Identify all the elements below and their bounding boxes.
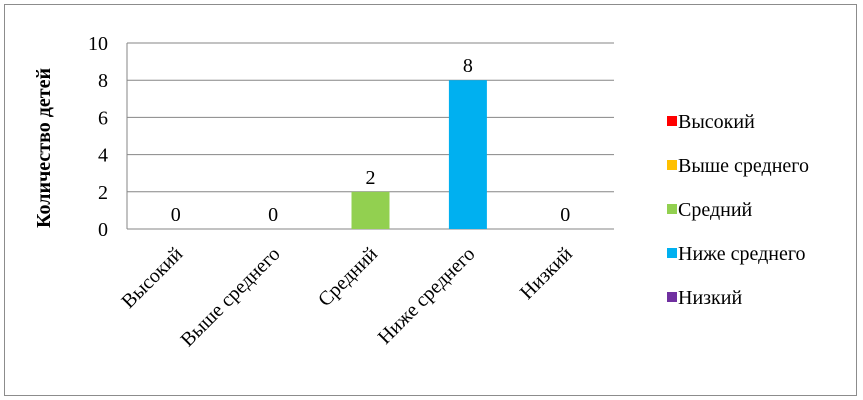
legend: Высокий Выше среднего Средний Ниже среднего…	[667, 111, 809, 309]
legend-swatch-4	[667, 292, 677, 302]
legend-swatch-0	[667, 116, 677, 126]
x-tick-label: Высокий	[117, 243, 187, 313]
y-tick-label: 8	[98, 70, 108, 92]
legend-label: Высокий	[678, 111, 755, 133]
y-tick-label: 6	[98, 107, 108, 129]
legend-label: Выше среднего	[678, 155, 809, 177]
data-label: 8	[463, 55, 473, 77]
x-tick-label: Ниже среднего	[374, 243, 480, 349]
legend-swatch-1	[667, 160, 677, 170]
x-tick-label: Средний	[314, 243, 382, 311]
bar-2	[352, 192, 390, 229]
legend-label: Низкий	[678, 287, 742, 309]
y-tick-label: 4	[98, 145, 108, 167]
legend-swatch-2	[667, 204, 677, 214]
y-axis-label: Количество детей	[33, 68, 55, 228]
y-tick-label: 0	[98, 219, 108, 241]
x-tick-label: Выше среднего	[176, 243, 284, 351]
x-tick-label: Низкий	[516, 243, 577, 304]
y-tick-label: 2	[98, 182, 108, 204]
y-tick-label: 10	[88, 33, 108, 55]
legend-swatch-3	[667, 248, 677, 258]
bar-3	[449, 80, 487, 229]
data-label: 0	[171, 204, 181, 226]
data-label: 0	[560, 204, 570, 226]
legend-label: Ниже среднего	[678, 243, 806, 265]
data-label: 2	[366, 167, 376, 189]
legend-label: Средний	[678, 199, 753, 221]
y-tick-labels: 0 2 4 6 8 10	[88, 33, 108, 241]
data-label: 0	[268, 204, 278, 226]
